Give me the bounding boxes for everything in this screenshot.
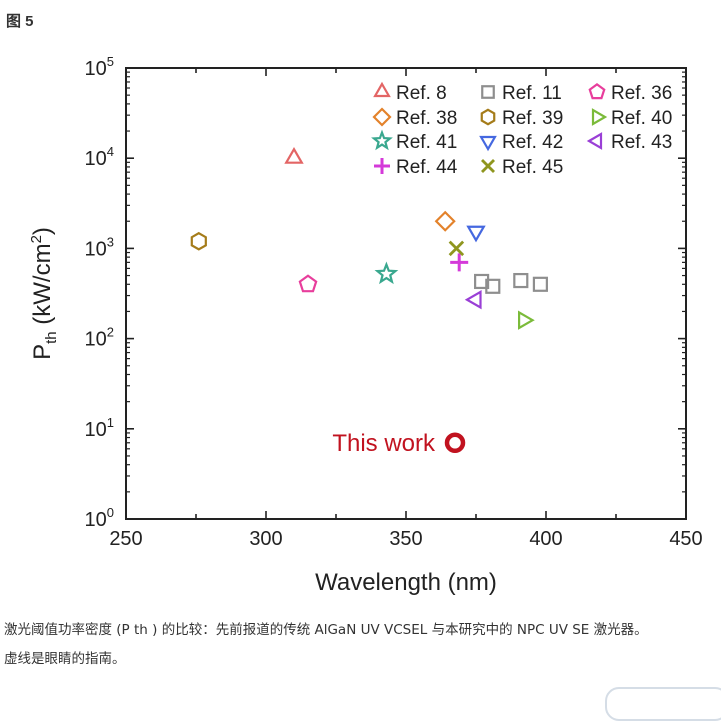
- legend-marker-ref-8: [373, 81, 391, 98]
- marker-ref-40: [517, 310, 535, 330]
- y-tick-label: 101: [85, 415, 114, 441]
- legend-marker-ref-40: [591, 108, 608, 126]
- legend-marker-ref-36: [588, 83, 606, 100]
- marker-ref-39: [190, 231, 207, 251]
- figure-caption: 激光阈值功率密度 (P th ) 的比较：先前报道的传统 AlGaN UV VC…: [4, 616, 719, 674]
- marker-ref-11: [485, 278, 501, 294]
- legend-label: Ref. 38: [396, 108, 457, 129]
- marker-ref-42: [466, 225, 486, 243]
- x-axis-label: Wavelength (nm): [315, 569, 497, 596]
- x-tick-label: 250: [109, 528, 142, 550]
- legend-label: Ref. 43: [611, 132, 672, 153]
- legend-marker-ref-45: [481, 159, 495, 173]
- scatter-chart: 250 300 350 400 450 100 101 102 103 104 105 Wavelen…: [28, 54, 703, 596]
- marker-ref-45: [448, 240, 465, 257]
- legend-label: Ref. 40: [611, 108, 672, 129]
- legend-marker-ref-11: [481, 85, 495, 99]
- caption-line-2: 虚线是眼睛的指南。: [4, 651, 126, 667]
- marker-this-work: [444, 432, 466, 454]
- this-work-label: This work: [332, 430, 436, 457]
- figure-label: 图 5: [6, 13, 34, 30]
- y-tick-label: 103: [85, 234, 114, 260]
- legend-marker-ref-39: [480, 108, 496, 126]
- marker-ref-8: [284, 146, 304, 164]
- caption-line-1: 激光阈值功率密度 (P th ) 的比较：先前报道的传统 AlGaN UV VC…: [4, 622, 648, 638]
- marker-ref-38: [434, 210, 456, 232]
- legend-label: Ref. 39: [502, 108, 563, 129]
- legend-label: Ref. 45: [502, 157, 563, 178]
- y-axis-label: Pth (kW/cm2): [28, 227, 60, 360]
- marker-ref-44: [450, 253, 469, 272]
- y-tick-label: 102: [85, 325, 114, 351]
- legend-marker-ref-41: [371, 129, 393, 151]
- legend-marker-ref-44: [374, 158, 390, 174]
- legend-label: Ref. 41: [396, 132, 457, 153]
- legend-marker-ref-42: [479, 135, 497, 152]
- floating-widget[interactable]: [605, 687, 721, 721]
- legend-marker-ref-43: [586, 132, 603, 150]
- marker-ref-36: [298, 274, 318, 293]
- marker-ref-41: [374, 261, 399, 285]
- legend-label: Ref. 42: [502, 132, 563, 153]
- x-tick-label: 400: [529, 528, 562, 550]
- y-tick-label: 100: [85, 505, 114, 531]
- marker-ref-11: [474, 273, 490, 290]
- legend-label: Ref. 8: [396, 83, 447, 104]
- x-tick-label: 300: [249, 528, 282, 550]
- y-tick-label: 104: [85, 144, 114, 170]
- marker-ref-11: [532, 276, 548, 292]
- marker-ref-11: [513, 272, 529, 289]
- x-tick-label: 450: [669, 528, 702, 550]
- legend-marker-ref-38: [372, 107, 392, 127]
- marker-ref-43: [464, 289, 482, 310]
- x-tick-label: 350: [389, 528, 422, 550]
- legend-label: Ref. 44: [396, 157, 458, 178]
- y-tick-label: 105: [85, 54, 114, 80]
- legend-label: Ref. 11: [502, 83, 562, 104]
- legend-label: Ref. 36: [611, 83, 672, 104]
